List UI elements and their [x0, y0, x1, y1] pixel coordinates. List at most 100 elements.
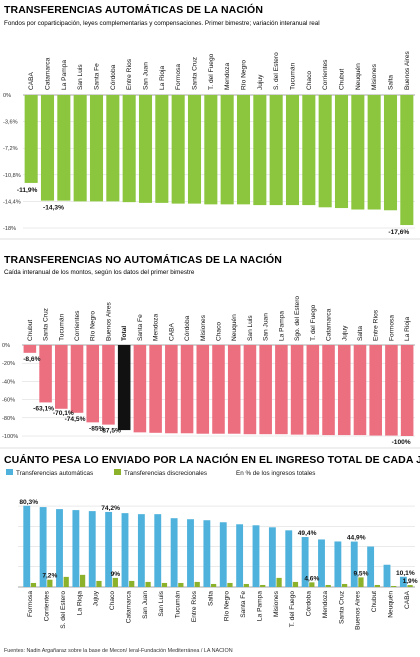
chart1-bar	[40, 95, 55, 201]
chart1-category-label: Tucumán	[290, 62, 297, 90]
chart2-y-tick-label: -40%	[2, 379, 15, 385]
chart1-category-label: Catamarca	[45, 57, 52, 90]
chart3-bar-automaticas	[23, 505, 31, 587]
chart3-data-label: 80,3%	[19, 499, 38, 506]
chart2-category-label: Santa Fe	[137, 314, 144, 341]
chart2-bar	[275, 345, 288, 435]
chart3-data-label: 49,4%	[298, 530, 317, 537]
chart3-data-label: 74,2%	[101, 505, 120, 512]
chart3-bars	[23, 505, 413, 587]
chart3-bar-automaticas	[383, 564, 391, 587]
chart3-category-label: Jujuy	[93, 590, 100, 606]
chart2-category-label: Corrientes	[74, 310, 81, 341]
chart2-bar	[70, 345, 84, 413]
chart1-bar	[220, 95, 234, 205]
chart2-category-label: Salta	[357, 326, 364, 341]
chart3-data-label: 9,5%	[353, 570, 368, 577]
chart3-bar-automaticas	[154, 514, 162, 587]
chart2-data-label: -87,5%	[100, 428, 121, 435]
chart3-bar-automaticas	[170, 518, 178, 587]
chart1-category-label: Chaco	[306, 71, 313, 90]
chart1-y-tick-label: -3,6%	[3, 120, 18, 126]
chart1-bar	[155, 95, 169, 203]
chart1-data-label: -11,9%	[17, 187, 38, 194]
chart2-bar	[133, 345, 147, 433]
chart1-category-label: S. del Estero	[273, 52, 280, 90]
chart2-bar	[353, 345, 367, 436]
chart1-y-tick-label: -7,2%	[3, 146, 18, 152]
chart1-category-label: Salta	[388, 75, 395, 90]
chart1-category-label: Río Negro	[241, 60, 248, 90]
chart3-bar-discrecionales	[129, 580, 135, 587]
chart3-unit-note: En % de los ingresos totales	[236, 470, 315, 477]
chart3-bar-discrecionales	[63, 576, 69, 587]
chart3-bar-automaticas	[88, 511, 96, 587]
chart1-bar	[400, 95, 414, 226]
chart3-bar-automaticas	[72, 510, 80, 587]
chart3-bar-automaticas	[350, 541, 358, 587]
chart2-category-label: Mendoza	[153, 314, 160, 341]
chart3-legend: Transferencias automáticas Transferencia…	[6, 469, 315, 477]
chart2-data-label: -63,1%	[33, 405, 54, 412]
chart2-category-label: San Juan	[263, 313, 270, 341]
chart1-y-tick-label: 0%	[3, 93, 11, 99]
chart2-category-label: La Rioja	[404, 316, 411, 341]
chart1-category-label: Entre Ríos	[126, 58, 133, 90]
chart3-bar-automaticas	[56, 509, 63, 587]
chart2-y-tick-label: -100%	[2, 434, 18, 440]
chart2-y-tick-label: 0%	[2, 343, 10, 349]
chart3-data-label: 9%	[111, 571, 121, 578]
chart3-bar-automaticas	[121, 513, 129, 587]
chart2-data-label: -100%	[392, 439, 411, 446]
chart2-category-label: Buenos Aires	[105, 301, 112, 341]
chart3-data-labels: 80,3% 74,2% 49,4% 44,9% 10,1% 7,2% 9% 4,6% 9,5% 1…	[19, 499, 417, 585]
chart3-category-label: Catamarca	[125, 591, 132, 624]
chart2-bar	[322, 345, 335, 436]
chart1-bar	[253, 95, 267, 206]
chart2-category-label: Chubut	[27, 320, 34, 341]
chart3-bar-discrecionales	[210, 583, 217, 587]
chart3-bar-automaticas	[268, 527, 276, 587]
chart3-bar-discrecionales	[178, 582, 184, 587]
chart2-category-label: Entre Ríos	[373, 309, 380, 341]
chart3-category-label: La Rioja	[76, 591, 83, 616]
chart3-category-label: S. del Estero	[60, 591, 67, 629]
chart2-bar	[180, 345, 194, 434]
chart1-bars	[24, 95, 414, 226]
chart1-bar	[285, 95, 300, 206]
chart3-category-labels: Formosa Corrientes S. del Estero La Rioja Ju…	[27, 590, 411, 630]
chart2-category-label: Santa Cruz	[43, 308, 50, 341]
chart2-bar	[290, 345, 304, 435]
chart3-bar-automaticas	[236, 524, 244, 587]
chart3-bar-automaticas	[137, 514, 145, 587]
chart2-bar	[212, 345, 225, 434]
chart2-bar	[400, 345, 414, 436]
chart3-bar-discrecionales	[276, 577, 282, 587]
chart1-bar	[24, 95, 38, 183]
chart2-category-label: Formosa	[388, 315, 395, 341]
chart2-bar-total	[117, 345, 131, 431]
chart3-category-label: La Pampa	[256, 591, 263, 621]
chart1-bar	[106, 95, 120, 202]
chart2-bar	[306, 345, 320, 435]
chart3-bar-discrecionales	[96, 580, 102, 587]
chart1-category-label: Neuquén	[355, 63, 362, 90]
chart3-bar-discrecionales	[325, 584, 331, 587]
chart1-category-label: San Luis	[77, 64, 84, 90]
chart2-data-label: -74,5%	[65, 416, 86, 423]
chart3-data-label: 10,1%	[396, 570, 415, 577]
chart2-y-tick-label: -60%	[2, 398, 15, 404]
chart1-bar	[318, 95, 332, 208]
legend-label-automaticas: Transferencias automáticas	[16, 470, 93, 477]
chart3-bar-discrecionales	[30, 582, 37, 587]
chart2-y-tick-label: -20%	[2, 361, 15, 367]
chart2-category-label: Catamarca	[326, 308, 333, 341]
chart3-bar-automaticas	[39, 507, 47, 587]
chart1-title: TRANSFERENCIAS AUTOMÁTICAS DE LA NACIÓN	[4, 3, 263, 16]
chart2-bars	[23, 345, 414, 436]
chart2-data-label: -85%	[89, 425, 105, 432]
chart3-bar-automaticas	[301, 537, 309, 587]
chart3-bar-automaticas	[285, 530, 293, 587]
chart2-data-labels: -8,6% -63,1%-70,1%-74,5%-85%-87,5% -100%	[23, 356, 411, 446]
